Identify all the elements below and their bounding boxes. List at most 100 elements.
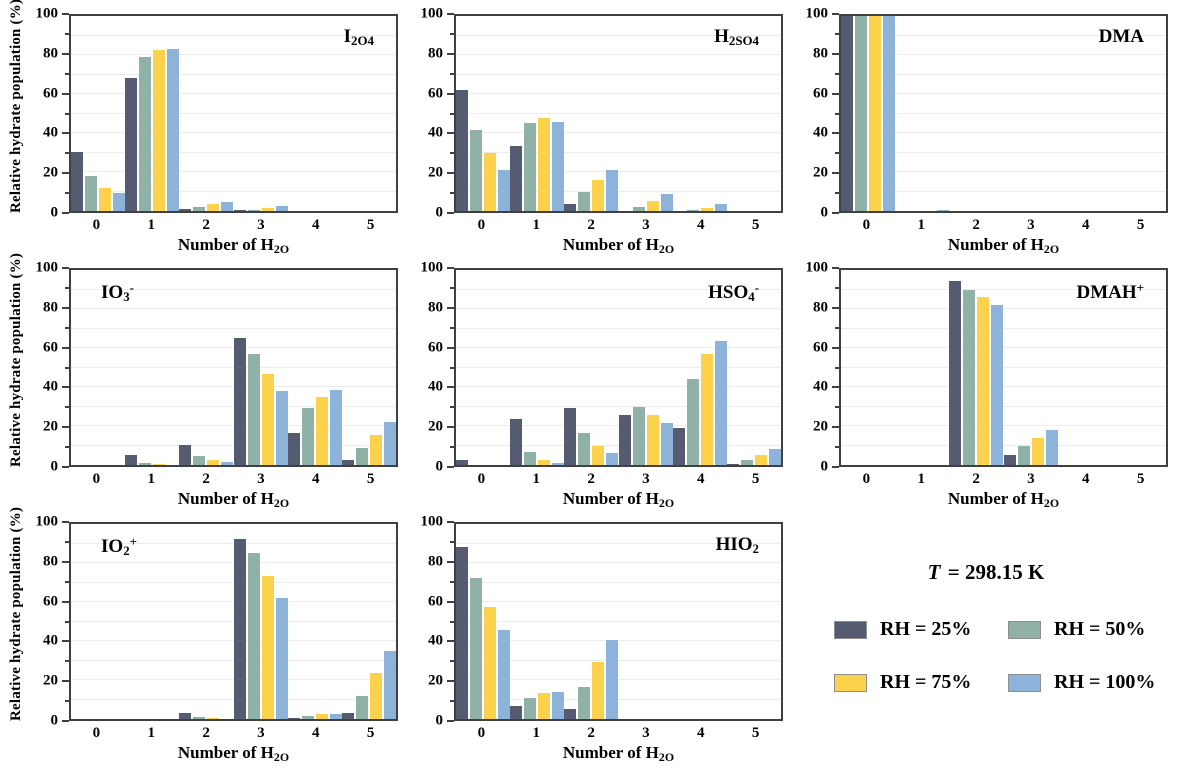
x-axis-label: Number of H2O bbox=[562, 489, 675, 510]
x-tick-label: 1 bbox=[532, 725, 541, 741]
bar bbox=[498, 630, 511, 719]
y-tick-label: 100 bbox=[35, 5, 59, 22]
gridline bbox=[841, 327, 1166, 329]
y-tick-label: 60 bbox=[813, 85, 828, 102]
y-tick-mark bbox=[450, 32, 454, 35]
bar bbox=[937, 210, 950, 211]
bar bbox=[456, 90, 469, 211]
legend-swatch-rh100 bbox=[1008, 673, 1041, 692]
y-tick-label: 20 bbox=[43, 164, 58, 181]
x-axis-ticks: 0 1 2 3 4 5 bbox=[69, 467, 398, 489]
chart-panel: 0 20 40 60 80 100 IO3- 0 1 2 3 4 5 Number of H2O bbox=[34, 260, 398, 511]
y-tick-label: 60 bbox=[428, 85, 443, 102]
bar bbox=[552, 463, 565, 465]
y-tick-mark bbox=[450, 286, 454, 289]
y-tick-mark bbox=[832, 172, 839, 175]
bar bbox=[193, 717, 206, 719]
y-tick-mark bbox=[450, 660, 454, 663]
gridline bbox=[71, 444, 396, 446]
y-tick-label: 40 bbox=[428, 378, 443, 395]
bars-container bbox=[456, 524, 781, 719]
y-tick-mark bbox=[447, 560, 454, 563]
x-tick-label: 3 bbox=[257, 725, 265, 741]
bar bbox=[329, 714, 342, 719]
y-tick-mark bbox=[65, 32, 69, 35]
y-tick-label: 0 bbox=[435, 458, 444, 475]
y-tick-label: 60 bbox=[428, 339, 443, 356]
panel-title: I2O4 bbox=[343, 26, 374, 49]
bar-group bbox=[125, 16, 180, 211]
bar bbox=[1045, 429, 1058, 465]
y-tick-label: 20 bbox=[43, 418, 58, 435]
bar-group bbox=[287, 270, 342, 465]
bar bbox=[456, 547, 469, 719]
chart-panel: 0 20 40 60 80 100 I2O4 0 1 2 3 4 5 Number of H2O bbox=[34, 6, 398, 257]
y-tick-mark bbox=[450, 406, 454, 409]
y-tick-mark bbox=[65, 72, 69, 75]
x-axis-ticks: 0 1 2 3 4 5 bbox=[839, 467, 1168, 489]
legend-label-rh25: RH = 25% bbox=[880, 618, 972, 640]
legend-label-rh75: RH = 75% bbox=[880, 671, 972, 693]
x-tick-label: 5 bbox=[366, 471, 375, 487]
gridline bbox=[456, 171, 781, 172]
x-tick-label: 0 bbox=[477, 217, 486, 233]
gridline bbox=[71, 54, 396, 55]
x-axis-ticks: 0 1 2 3 4 5 bbox=[69, 721, 398, 743]
x-tick-label: 3 bbox=[257, 471, 265, 487]
y-label-wrap: Relative hydrate population (%) bbox=[6, 0, 34, 213]
panel-plot-area: 0 20 40 60 80 100 HIO2 bbox=[419, 514, 783, 728]
bar bbox=[383, 650, 396, 719]
bar bbox=[564, 408, 577, 465]
gridline bbox=[71, 327, 396, 329]
gridline bbox=[71, 542, 396, 544]
y-tick-mark bbox=[835, 32, 839, 35]
bar-group bbox=[673, 16, 727, 211]
bar bbox=[855, 16, 868, 211]
bar-group bbox=[233, 270, 288, 465]
legend-label-rh100: RH = 100% bbox=[1054, 671, 1156, 693]
bar-group bbox=[619, 524, 673, 719]
gridline bbox=[456, 112, 781, 114]
y-tick-mark bbox=[65, 112, 69, 115]
bar bbox=[564, 709, 577, 719]
gridline bbox=[71, 562, 396, 563]
bar-group bbox=[233, 524, 288, 719]
y-tick-label: 40 bbox=[813, 378, 828, 395]
chart-panel: 0 20 40 60 80 100 DMA 0 1 2 3 4 5 Number of H2O bbox=[804, 6, 1168, 257]
plot-box: IO3- bbox=[69, 268, 398, 467]
x-tick-label: 5 bbox=[366, 217, 375, 233]
bar bbox=[538, 118, 551, 211]
bar bbox=[538, 460, 551, 465]
x-tick-label: 0 bbox=[92, 217, 101, 233]
x-tick-label: 5 bbox=[751, 471, 760, 487]
gridline bbox=[71, 347, 396, 348]
bar bbox=[329, 389, 342, 465]
y-tick-mark bbox=[835, 406, 839, 409]
gridline bbox=[71, 73, 396, 75]
y-tick-label: 60 bbox=[43, 593, 58, 610]
y-axis-ticks: 0 20 40 60 80 100 bbox=[34, 260, 69, 474]
x-tick-label: 0 bbox=[92, 471, 101, 487]
bar bbox=[1003, 455, 1016, 465]
bar bbox=[552, 122, 565, 211]
y-tick-label: 60 bbox=[43, 339, 58, 356]
x-tick-label: 1 bbox=[532, 471, 541, 487]
gridline bbox=[456, 698, 781, 700]
bar bbox=[660, 423, 673, 465]
y-tick-mark bbox=[450, 72, 454, 75]
bar-group bbox=[288, 16, 342, 211]
bar bbox=[261, 208, 274, 211]
x-tick-label: 4 bbox=[697, 217, 705, 233]
x-tick-label: 4 bbox=[697, 725, 705, 741]
plot-box: HSO4- bbox=[454, 268, 783, 467]
bar bbox=[315, 714, 328, 719]
y-tick-mark bbox=[832, 132, 839, 135]
bar bbox=[991, 305, 1004, 465]
y-tick-mark bbox=[62, 386, 69, 389]
gridline bbox=[71, 151, 396, 153]
legend-entry-rh25: RH = 25% bbox=[834, 618, 1008, 641]
legend: T = 298.15 K RH = 25% RH = 50% RH = 75% bbox=[804, 522, 1168, 752]
